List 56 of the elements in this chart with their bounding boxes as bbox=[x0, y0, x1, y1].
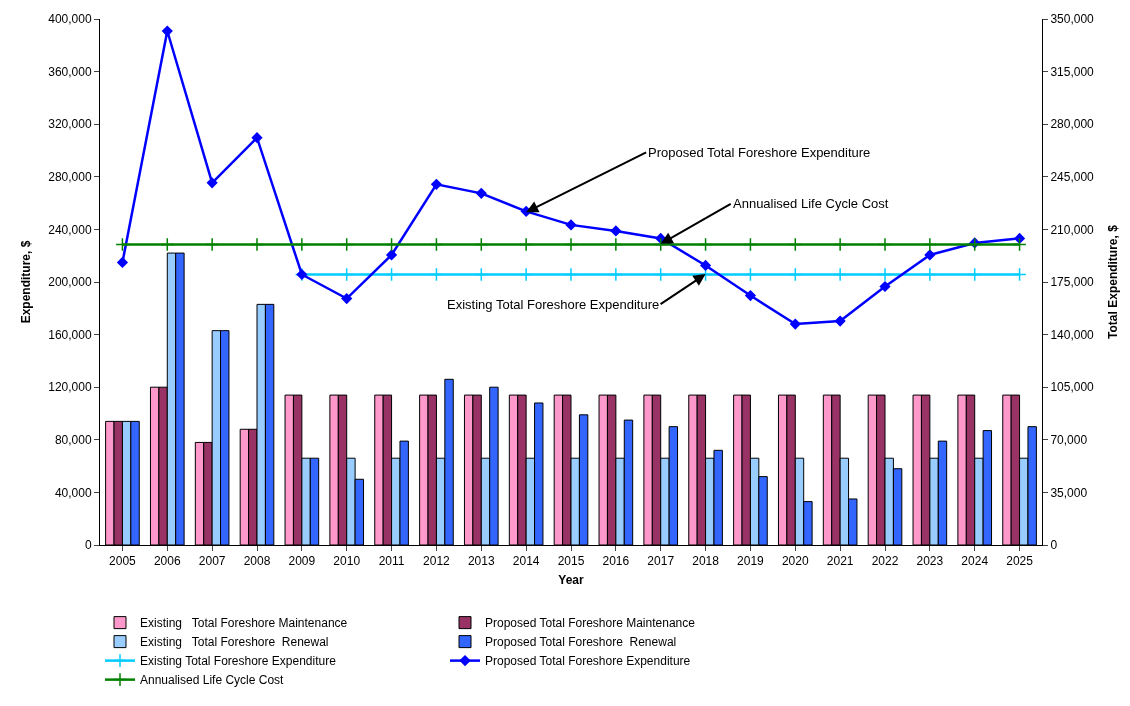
y-tick-label: 160,000 bbox=[48, 327, 92, 342]
y2-tick-label: 0 bbox=[1050, 538, 1058, 553]
x-tick-label: 2009 bbox=[288, 554, 316, 569]
annotation: Existing Total Foreshore Expenditure bbox=[447, 297, 660, 312]
y2-tick-label: 280,000 bbox=[1050, 117, 1095, 132]
x-tick-label: 2011 bbox=[378, 554, 405, 569]
x-tick-label: 2023 bbox=[916, 554, 944, 569]
y2-tick-label: 175,000 bbox=[1050, 275, 1095, 290]
y2-tick-label: 140,000 bbox=[1050, 327, 1095, 342]
x-tick-label: 2005 bbox=[109, 554, 137, 569]
x-tick-label: 2018 bbox=[692, 554, 720, 569]
legend-label: Proposed Total Foreshore Renewal bbox=[485, 635, 677, 650]
legend-label: Annualised Life Cycle Cost bbox=[140, 673, 285, 688]
y-tick-label: 360,000 bbox=[48, 64, 92, 79]
x-axis-title: Year bbox=[558, 573, 585, 588]
annotation: Proposed Total Foreshore Expenditure bbox=[648, 145, 871, 160]
x-tick-label: 2016 bbox=[602, 554, 630, 569]
legend-label: Existing Total Foreshore Renewal bbox=[140, 635, 329, 650]
x-tick-label: 2019 bbox=[737, 554, 765, 569]
y2-tick-label: 315,000 bbox=[1050, 64, 1095, 79]
x-tick-label: 2007 bbox=[198, 554, 226, 569]
y-tick-label: 280,000 bbox=[48, 170, 92, 184]
x-tick-label: 2010 bbox=[333, 554, 361, 569]
legend-label: Existing Total Foreshore Maintenance bbox=[140, 616, 348, 631]
y-tick-label: 400,000 bbox=[48, 12, 92, 27]
y2-axis-title: Total Expenditure, $ bbox=[1106, 224, 1120, 339]
x-tick-label: 2021 bbox=[826, 554, 854, 569]
y2-tick-label: 70,000 bbox=[1050, 433, 1088, 447]
y2-tick-label: 105,000 bbox=[1050, 380, 1095, 395]
x-tick-label: 2006 bbox=[153, 554, 181, 569]
y-tick-label: 0 bbox=[84, 538, 92, 553]
x-tick-label: 2022 bbox=[871, 554, 899, 569]
x-tick-label: 2015 bbox=[557, 554, 585, 569]
y-tick-label: 120,000 bbox=[48, 380, 92, 395]
legend-label: Proposed Total Foreshore Expenditure bbox=[485, 654, 691, 669]
x-tick-label: 2013 bbox=[467, 554, 495, 569]
x-tick-label: 2017 bbox=[647, 554, 675, 569]
legend-label: Existing Total Foreshore Expenditure bbox=[140, 654, 337, 669]
x-tick-label: 2020 bbox=[781, 554, 809, 569]
y-tick-label: 40,000 bbox=[54, 485, 92, 500]
y2-tick-label: 245,000 bbox=[1050, 170, 1095, 184]
y-tick-label: 320,000 bbox=[48, 117, 92, 132]
x-tick-label: 2008 bbox=[243, 554, 271, 569]
annotation: Annualised Life Cycle Cost bbox=[733, 196, 889, 211]
y-tick-label: 80,000 bbox=[54, 433, 92, 447]
y-tick-label: 200,000 bbox=[48, 275, 92, 290]
y-axis-title: Expenditure, $ bbox=[18, 240, 33, 324]
y2-tick-label: 350,000 bbox=[1050, 12, 1095, 27]
y-tick-label: 240,000 bbox=[48, 222, 92, 237]
x-tick-label: 2025 bbox=[1006, 554, 1034, 569]
y2-tick-label: 35,000 bbox=[1050, 485, 1088, 500]
x-tick-label: 2012 bbox=[423, 554, 451, 569]
x-tick-label: 2024 bbox=[961, 554, 989, 569]
y2-tick-label: 210,000 bbox=[1050, 222, 1095, 237]
x-tick-label: 2014 bbox=[512, 554, 540, 569]
legend-label: Proposed Total Foreshore Maintenance bbox=[485, 616, 696, 631]
